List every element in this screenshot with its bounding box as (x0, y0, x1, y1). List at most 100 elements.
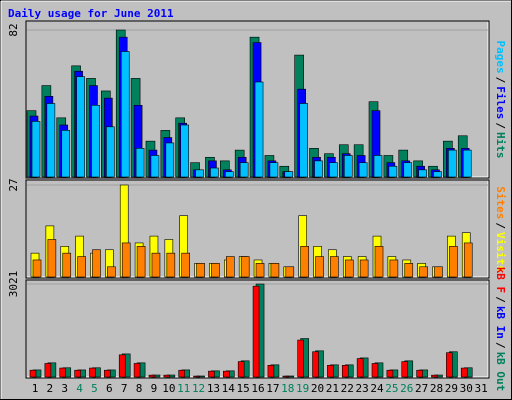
legend-separator: / (494, 296, 507, 303)
bar (133, 363, 141, 378)
legend: kB F / kB In / kB Out (494, 267, 507, 392)
bar (223, 370, 230, 378)
x-tick-label: 20 (311, 382, 324, 395)
bar (312, 351, 319, 378)
legend-entry: Hits (494, 132, 507, 159)
bar (330, 256, 339, 278)
bar (389, 259, 399, 278)
bar (91, 104, 100, 178)
bar (239, 162, 249, 178)
x-tick-label: 16 (251, 382, 264, 395)
bar (120, 51, 130, 178)
bar (431, 374, 438, 378)
bar (107, 266, 116, 278)
bar (77, 256, 86, 278)
bar (297, 339, 304, 378)
bar (181, 252, 190, 278)
bar (356, 358, 364, 378)
legend-entry: Pages (494, 41, 507, 74)
x-tick-label: 24 (370, 382, 384, 395)
bar (299, 103, 308, 178)
x-tick-label: 22 (341, 382, 354, 395)
x-tick-label: 15 (237, 382, 250, 395)
bar (267, 365, 275, 378)
bar (193, 375, 200, 378)
bar (106, 126, 115, 178)
bar (118, 354, 126, 378)
bar (434, 266, 443, 278)
bar (314, 160, 323, 178)
bar (180, 124, 189, 178)
x-tick-label: 28 (430, 382, 443, 395)
bar (463, 242, 473, 278)
x-tick-label: 6 (106, 382, 113, 395)
x-tick-label: 7 (121, 382, 128, 395)
bar (225, 171, 234, 178)
x-tick-label: 21 (326, 382, 339, 395)
bar (446, 352, 453, 378)
bar (269, 162, 279, 178)
bar (226, 256, 235, 278)
bar (285, 266, 295, 278)
bar (449, 246, 458, 278)
legend-separator: / (494, 342, 507, 349)
bar (92, 249, 101, 278)
bar (74, 369, 81, 378)
bar (61, 130, 71, 178)
x-tick-label: 17 (266, 382, 279, 395)
bar (341, 365, 349, 378)
bar (150, 155, 160, 178)
legend-separator: / (494, 77, 507, 84)
bar (32, 259, 42, 278)
legend-separator: / (494, 122, 507, 129)
bar (104, 369, 111, 378)
x-tick-label: 25 (385, 382, 398, 395)
x-tick-label: 31 (474, 382, 487, 395)
bar (151, 252, 161, 278)
x-tick-label: 3 (61, 382, 68, 395)
bar (343, 155, 353, 178)
bar (329, 162, 338, 178)
bar (89, 367, 96, 378)
x-tick-label: 26 (400, 382, 413, 395)
legend: Pages / Files / Hits (494, 41, 507, 159)
legend: Sites / Visits (494, 186, 507, 272)
legend-separator: / (494, 222, 507, 229)
legend-entry: kB In (494, 306, 507, 339)
legend-entry: kB F (494, 267, 507, 294)
x-tick-label: 30 (460, 382, 473, 395)
x-tick-label: 19 (296, 382, 309, 395)
y-tick-label: 3021 (7, 271, 20, 298)
bar (47, 239, 57, 278)
bar (208, 370, 215, 378)
bar (163, 374, 171, 378)
bar (284, 171, 294, 178)
bar (416, 369, 423, 378)
bar (374, 246, 384, 278)
bar (252, 285, 260, 378)
bar (386, 369, 394, 378)
bar (388, 165, 398, 178)
bar (166, 252, 176, 278)
bar (76, 76, 85, 178)
bar (403, 162, 413, 178)
bar (358, 162, 368, 178)
bar (211, 263, 220, 278)
bar (237, 361, 245, 378)
x-tick-label: 9 (151, 382, 158, 395)
bar (270, 263, 280, 278)
x-tick-label: 8 (136, 382, 143, 395)
bar (359, 259, 369, 278)
bar (240, 256, 250, 278)
bar (462, 149, 472, 178)
bar (327, 365, 334, 378)
x-tick-label: 23 (356, 382, 369, 395)
bar (46, 103, 56, 178)
x-tick-label: 1 (32, 382, 39, 395)
bar (371, 363, 379, 378)
chart-title: Daily usage for June 2011 (8, 7, 174, 20)
legend-entry: Files (494, 86, 507, 119)
bar (282, 375, 290, 378)
bar (62, 252, 72, 278)
